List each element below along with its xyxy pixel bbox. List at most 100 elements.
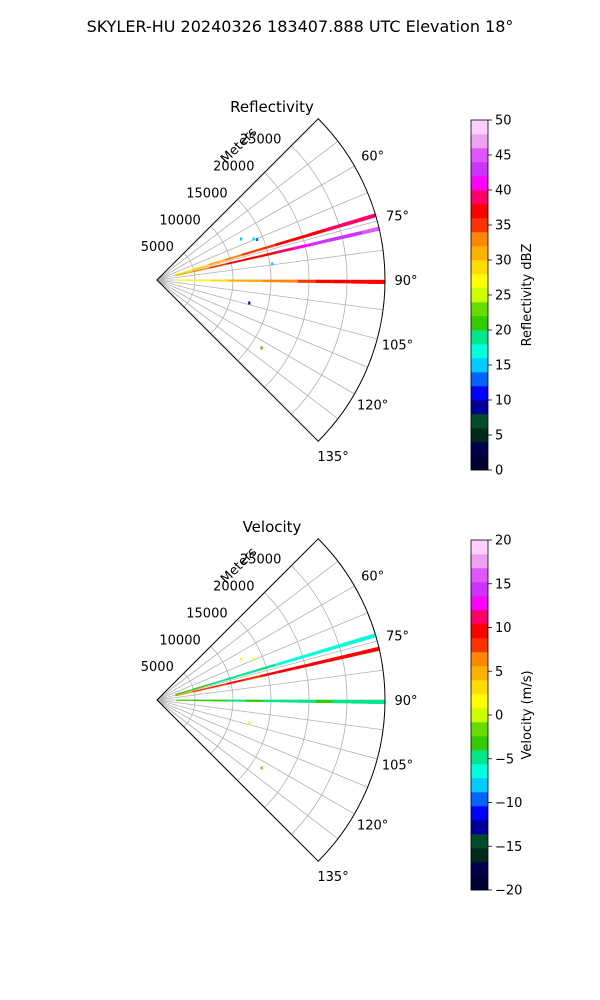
reflectivity-azimuth-tick-label: 135° [317, 450, 348, 465]
reflectivity-echo-point [271, 262, 274, 266]
velocity-ray-gate [241, 668, 260, 676]
velocity-azimuth-line [156, 699, 384, 731]
reflectivity-colorbar-tick-label: 50 [495, 114, 512, 129]
reflectivity-colorbar-swatch [471, 232, 488, 247]
reflectivity-ray-gate [241, 248, 260, 256]
velocity-ray-gate [208, 678, 226, 686]
reflectivity-azimuth-line [156, 192, 368, 281]
velocity-range-tick-label: 10000 [159, 633, 200, 648]
reflectivity-colorbar-swatch [471, 386, 488, 401]
velocity-azimuth-tick-label: 105° [382, 758, 413, 773]
reflectivity-title: Reflectivity [230, 98, 314, 116]
reflectivity-ray-gate [341, 218, 360, 227]
velocity-colorbar-swatch [471, 666, 488, 681]
velocity-colorbar-swatch [471, 848, 488, 863]
velocity-colorbar-swatch [471, 568, 488, 583]
reflectivity-azimuth-line [156, 220, 378, 281]
velocity-colorbar-tick-label: 10 [495, 621, 512, 636]
reflectivity-ray-gate [260, 251, 278, 258]
velocity-ray-gate [358, 633, 377, 643]
reflectivity-ray-gate [209, 263, 227, 269]
reflectivity-echo-point [256, 238, 259, 242]
velocity-colorbar-swatch [471, 736, 488, 751]
reflectivity-colorbar-swatch [471, 414, 488, 429]
reflectivity-colorbar-swatch [471, 218, 488, 233]
velocity-ray-gate [341, 638, 360, 647]
reflectivity-colorbar-swatch [471, 400, 488, 415]
reflectivity-azimuth-line [156, 279, 384, 311]
reflectivity-colorbar-swatch [471, 260, 488, 275]
reflectivity-azimuth-line [156, 140, 339, 281]
velocity-colorbar-swatch [471, 708, 488, 723]
velocity-colorbar-tick-label: 20 [495, 534, 512, 549]
reflectivity-colorbar-tick-label: 10 [495, 394, 512, 409]
velocity-ray-gate [226, 679, 244, 685]
reflectivity-colorbar-tick-label: 0 [495, 464, 503, 479]
reflectivity-colorbar-tick-label: 20 [495, 324, 512, 339]
reflectivity-sector-frame [156, 118, 386, 442]
velocity-colorbar-swatch [471, 596, 488, 611]
reflectivity-colorbar-label: Reflectivity dBZ [520, 244, 535, 347]
velocity-azimuth-tick-label: 60° [361, 570, 384, 585]
reflectivity-colorbar-swatch [471, 134, 488, 149]
reflectivity-ray-gate [191, 264, 209, 271]
velocity-ray-gate [258, 663, 276, 672]
reflectivity-ray-gate [327, 234, 346, 243]
reflectivity-colorbar-swatch [471, 190, 488, 205]
velocity-ray-gate [260, 671, 278, 678]
velocity-ray-gate [209, 683, 227, 689]
velocity-azimuth-line [156, 699, 368, 788]
velocity-colorbar-tick-label: −20 [495, 884, 522, 899]
velocity-ray-gate [277, 666, 295, 674]
velocity-colorbar-swatch [471, 540, 488, 555]
velocity-colorbar-tick-label: 0 [495, 709, 503, 724]
reflectivity-ray-gate [308, 228, 326, 237]
velocity-azimuth-tick-label: 120° [357, 819, 388, 834]
reflectivity-panel: Reflectivity500010000150002000025000Mete… [141, 98, 535, 479]
velocity-ray-gate [243, 675, 261, 682]
reflectivity-ray-gate [226, 259, 244, 265]
reflectivity-colorbar-swatch [471, 274, 488, 289]
reflectivity-azimuth-tick-label: 60° [361, 150, 384, 165]
reflectivity-echo-point [260, 346, 263, 350]
reflectivity-colorbar-tick-label: 25 [495, 289, 512, 304]
reflectivity-colorbar-tick-label: 45 [495, 149, 512, 164]
reflectivity-ray-gate [277, 246, 295, 254]
velocity-azimuth-line [156, 669, 384, 701]
velocity-colorbar-swatch [471, 554, 488, 569]
reflectivity-range-tick-label: 15000 [186, 186, 227, 201]
velocity-colorbar-swatch [471, 820, 488, 835]
reflectivity-colorbar-swatch [471, 330, 488, 345]
reflectivity-echo-point [252, 237, 255, 241]
reflectivity-ray-gate [291, 233, 310, 242]
velocity-colorbar-swatch [471, 694, 488, 709]
velocity-ray-gate [175, 691, 193, 697]
reflectivity-colorbar-swatch [471, 428, 488, 443]
reflectivity-ray-gate [175, 269, 193, 276]
reflectivity-colorbar-swatch [471, 176, 488, 191]
reflectivity-colorbar-tick-label: 35 [495, 219, 512, 234]
velocity-azimuth-line [156, 560, 339, 701]
velocity-colorbar-swatch [471, 722, 488, 737]
reflectivity-colorbar-swatch [471, 120, 488, 135]
reflectivity-range-tick-label: 5000 [141, 240, 174, 255]
reflectivity-azimuth-line [156, 279, 355, 395]
velocity-range-tick-label: 25000 [240, 553, 281, 568]
reflectivity-ray-gate [325, 223, 343, 232]
velocity-echo-point [240, 657, 243, 661]
reflectivity-ray-gate [275, 238, 293, 247]
reflectivity-colorbar-tick-label: 15 [495, 359, 512, 374]
velocity-ray-gate [308, 648, 326, 657]
velocity-colorbar-tick-label: 15 [495, 577, 512, 592]
velocity-colorbar-swatch [471, 764, 488, 779]
velocity-range-tick-label: 20000 [213, 580, 254, 595]
velocity-colorbar-swatch [471, 680, 488, 695]
velocity-colorbar-swatch [471, 624, 488, 639]
velocity-azimuth-line [156, 640, 378, 701]
reflectivity-colorbar-swatch [471, 302, 488, 317]
velocity-ray-gate [291, 653, 310, 662]
reflectivity-colorbar-tick-label: 5 [495, 429, 503, 444]
reflectivity-ray-gate [192, 267, 210, 273]
